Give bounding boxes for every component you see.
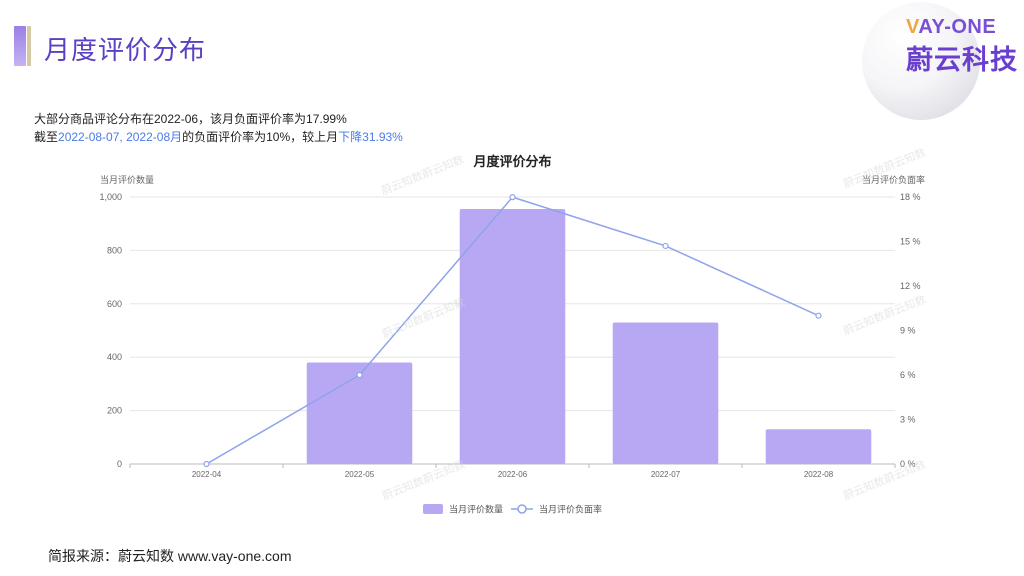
summary-separator: ,: [119, 130, 127, 144]
line-point: [356, 371, 363, 379]
watermark-text: 蔚云知数蔚云知数: [379, 152, 466, 198]
left-tick-label: 0: [117, 459, 122, 469]
legend-line-marker: [517, 504, 527, 514]
x-tick-label: 2022-04: [192, 470, 222, 479]
summary-line-1: 大部分商品评论分布在2022-06，该月负面评价率为17.99%: [34, 112, 347, 126]
watermark-text: 蔚云知数蔚云知数: [841, 145, 928, 191]
watermark-text: 蔚云知数蔚云知数: [841, 457, 928, 503]
left-tick-label: 600: [107, 299, 122, 309]
negative-rate-line: [206, 196, 819, 465]
logo-english-rest: AY-ONE: [918, 16, 997, 38]
right-tick-label: 18 %: [900, 192, 921, 202]
bar: [612, 322, 719, 464]
x-tick-label: 2022-07: [651, 470, 681, 479]
summary-middle: 的负面评价率为10%，较上月: [182, 130, 339, 144]
chart-title: 月度评价分布: [472, 154, 551, 169]
summary-date: 2022-08-07: [58, 130, 120, 144]
summary-text: 大部分商品评论分布在2022-06，该月负面评价率为17.99% 截至2022-…: [34, 110, 403, 146]
logo-chinese: 蔚云科技: [906, 45, 1018, 75]
source-note: 简报来源：蔚云知数 www.vay-one.com: [48, 548, 292, 564]
right-tick-label: 9 %: [900, 326, 916, 336]
legend-line-label: 当月评价负面率: [539, 504, 602, 515]
page-title: 月度评价分布: [44, 35, 207, 65]
left-tick-label: 400: [107, 352, 122, 362]
logo-english: VAY-ONE: [906, 16, 996, 39]
right-tick-label: 3 %: [900, 415, 916, 425]
x-tick-label: 2022-08: [804, 470, 834, 479]
logo-bubble: [862, 2, 980, 120]
line-point: [662, 242, 669, 250]
left-tick-label: 1,000: [99, 192, 122, 202]
logo-english-v: V: [906, 16, 919, 38]
right-tick-label: 6 %: [900, 370, 916, 380]
summary-change: 下降31.93%: [338, 130, 403, 144]
watermark-text: 蔚云知数蔚云知数: [841, 292, 928, 338]
title-accent-bar: [14, 26, 26, 66]
left-axis-title: 当月评价数量: [100, 174, 154, 185]
line-point: [509, 194, 516, 201]
watermark-text: 蔚云知数蔚云知数: [380, 457, 467, 503]
bar: [765, 429, 872, 464]
bar: [459, 209, 566, 464]
right-tick-label: 0 %: [900, 459, 916, 469]
left-tick-label: 800: [107, 245, 122, 255]
right-tick-label: 12 %: [900, 281, 921, 291]
line-point: [203, 460, 210, 468]
right-tick-label: 15 %: [900, 237, 921, 247]
legend-bar-label: 当月评价数量: [449, 504, 503, 515]
bar: [306, 362, 413, 464]
watermark-text: 蔚云知数蔚云知数: [380, 295, 467, 341]
summary-month: 2022-08月: [126, 130, 183, 144]
x-tick-label: 2022-05: [345, 470, 375, 479]
line-point: [815, 312, 822, 319]
summary-line-2: 截至2022-08-07, 2022-08月的负面评价率为10%，较上月下降31…: [34, 128, 403, 146]
title-accent-stripe: [27, 26, 31, 66]
summary-prefix: 截至: [34, 130, 59, 144]
legend-bar-swatch: [423, 504, 443, 514]
x-tick-label: 2022-06: [498, 470, 528, 479]
right-axis-title: 当月评价负面率: [862, 174, 925, 185]
left-tick-label: 200: [107, 406, 122, 416]
